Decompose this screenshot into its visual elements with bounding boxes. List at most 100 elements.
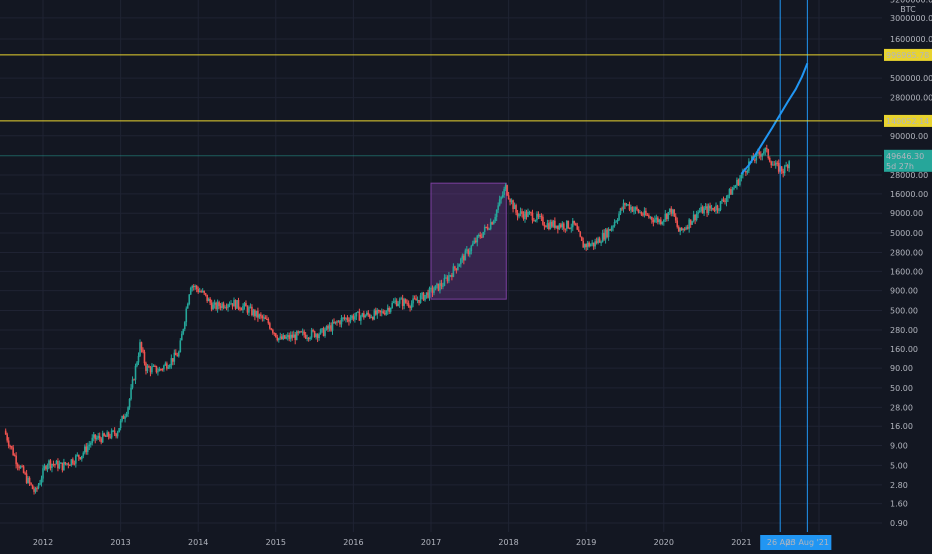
candle-body [727,195,729,199]
candle-body [570,227,573,229]
candle-body [54,464,56,466]
candle-body [81,455,83,460]
candle-body [533,220,535,222]
candle-body [343,317,346,319]
candle-body [336,321,338,323]
candle-body [228,304,231,306]
candle-body [642,214,644,216]
candle-body [67,463,70,465]
candle-body [619,208,622,214]
candle-body [715,205,717,211]
candle-body [110,430,113,438]
candle-body [337,321,340,323]
candle-body [380,311,383,313]
candle-body [389,308,392,312]
candle-body [733,187,735,190]
candle-body [254,310,256,317]
candle-body [64,462,67,465]
candle-body [665,213,668,220]
candle-body [765,147,768,150]
candle-body [249,306,252,308]
candle-body [89,443,92,445]
candle-body [116,432,119,437]
candle-body [767,149,770,159]
candle-body [410,303,413,308]
candle-body [582,240,585,248]
candle-body [606,229,608,238]
candle-body [442,285,444,287]
candle-body [627,204,629,206]
candle-body [561,223,564,228]
candle-body [382,311,385,314]
x-tick-label: 2017 [421,538,441,547]
candle-body [55,460,58,465]
candle-body [189,288,192,295]
candle-body [272,329,274,333]
candle-body [277,338,280,341]
candle-body [400,298,402,300]
candle-body [231,303,234,307]
candle-body [777,162,780,172]
candle-body [712,207,714,211]
candle-body [509,199,511,203]
candle-body [285,336,288,339]
candle-body [624,203,626,205]
candle-body [125,413,128,417]
candle-body [101,433,104,443]
x-tick-label: 2013 [110,538,130,547]
candle-body [127,407,129,414]
candle-body [19,466,22,469]
candle-body [513,205,516,210]
candle-body [91,437,94,444]
candle-body [573,220,576,224]
candle-body [282,335,285,340]
candle-body [151,366,153,373]
candle-body [383,313,386,315]
candle-body [488,229,490,231]
candle-body [145,363,147,371]
candle-body [42,468,44,479]
candle-body [695,213,698,220]
y-tick-label: 280000.00 [890,94,932,103]
candle-body [248,307,250,313]
candle-body [655,217,658,220]
candle-body [461,255,464,259]
candle-body [703,208,705,214]
candle-body [180,333,183,341]
candle-body [649,217,652,219]
candle-body [139,342,141,356]
candle-body [555,225,558,228]
candle-body [133,379,135,381]
candle-body [169,365,171,368]
candle-body [310,330,313,338]
candle-body [49,460,52,469]
candle-body [269,323,271,329]
candle-body [270,328,273,330]
candle-body [697,212,699,214]
candle-body [643,210,646,216]
candle-body [549,221,552,230]
candle-body [436,283,438,286]
x-tick-label: 2020 [654,538,674,547]
candle-body [316,334,319,339]
y-tick-label: 160.00 [890,345,918,354]
candle-body [758,152,761,155]
candle-body [622,203,625,210]
candle-body [710,207,713,209]
candle-body [416,299,419,301]
candle-body [531,212,534,221]
candle-body [307,337,310,340]
candle-body [113,430,116,434]
candle-body [503,188,505,195]
y-tick-label: 1.60 [890,500,908,509]
candle-body [527,212,529,217]
candle-body [407,303,410,307]
candle-body [13,455,16,457]
candle-body [134,365,137,380]
candle-body [339,321,341,325]
candle-body [618,213,620,221]
candle-body [88,444,91,447]
candle-body [467,249,470,255]
